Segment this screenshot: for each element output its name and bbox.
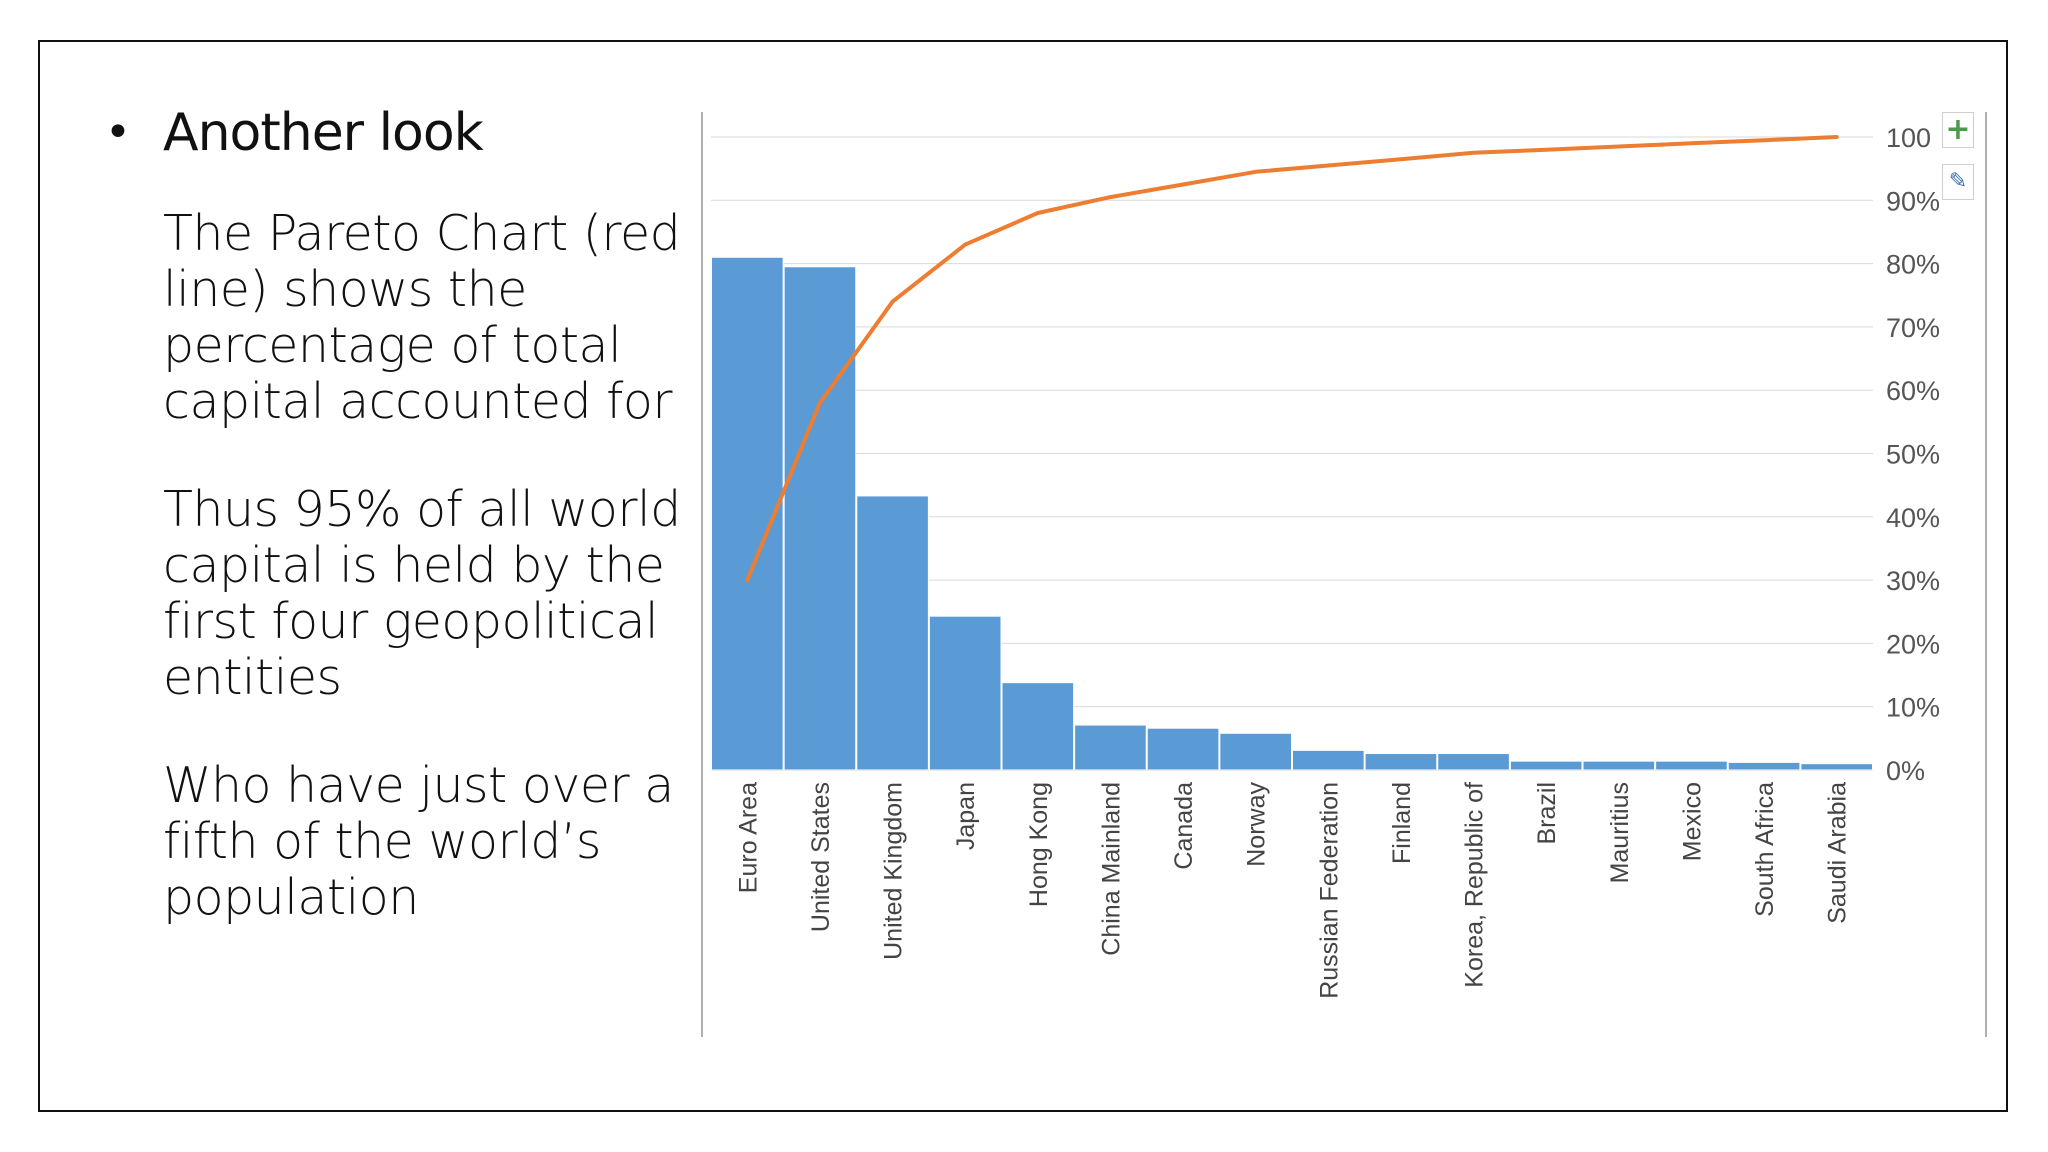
- y-tick-label: 10%: [1886, 693, 1940, 723]
- x-tick-label: Canada: [1170, 782, 1198, 870]
- x-tick-label: Euro Area: [734, 782, 762, 893]
- y-tick-label: 0%: [1886, 756, 1925, 786]
- paragraph-pareto: The Pareto Chart (red line) shows the pe…: [163, 205, 681, 430]
- y-tick-label: 30%: [1886, 566, 1940, 596]
- chart-styles-button[interactable]: ✎: [1942, 164, 1974, 200]
- cumulative-line: [745, 135, 1839, 583]
- x-tick-label: Korea, Republic of: [1461, 782, 1489, 988]
- y-tick-label: 50%: [1886, 440, 1940, 470]
- x-tick-label: United Kingdom: [880, 782, 908, 960]
- bar: [1074, 724, 1147, 771]
- y-tick-label: 40%: [1886, 503, 1940, 533]
- cumulative-line-series: [745, 135, 1839, 583]
- paragraph-capital: Thus 95% of all world capital is held by…: [163, 481, 681, 706]
- bullet-line: • Another look: [105, 103, 484, 163]
- y-tick-label: 70%: [1886, 313, 1940, 343]
- bar: [928, 615, 1002, 771]
- bar: [1800, 763, 1873, 771]
- x-tick-label: South Africa: [1751, 782, 1779, 917]
- x-tick-label: China Mainland: [1097, 782, 1125, 956]
- x-tick-label: Hong Kong: [1025, 782, 1053, 907]
- bar: [1509, 760, 1583, 771]
- bar: [1364, 753, 1438, 771]
- x-tick-label: Norway: [1243, 782, 1271, 867]
- y-tick-label: 20%: [1886, 629, 1940, 659]
- add-chart-element-button[interactable]: +: [1942, 112, 1974, 148]
- y-tick-label: 60%: [1886, 376, 1940, 406]
- paragraph-population: Who have just over a fifth of the world’…: [163, 757, 674, 926]
- bar: [1727, 761, 1801, 771]
- y-tick-label: 90%: [1886, 186, 1940, 216]
- x-tick-label: Mexico: [1678, 782, 1706, 861]
- bar-series: [711, 256, 1873, 771]
- right-axis-ticks: 0% 10% 20% 30% 40% 50% 60% 70% 80% 90% 100: [1886, 123, 1940, 786]
- slide-heading: Another look: [163, 103, 484, 163]
- bar: [711, 256, 784, 771]
- bar: [1146, 727, 1220, 771]
- chart-selection-frame: [701, 112, 1987, 1037]
- bar: [1001, 682, 1075, 771]
- x-tick-label: United States: [807, 782, 835, 932]
- bar: [1292, 749, 1365, 771]
- x-tick-label: Saudi Arabia: [1824, 782, 1852, 924]
- y-tick-label: 100: [1886, 123, 1931, 153]
- bar: [783, 266, 857, 771]
- category-axis-labels: Euro Area United States United Kingdom Japa…: [734, 782, 1851, 999]
- x-tick-label: Finland: [1388, 782, 1416, 864]
- bar: [1219, 732, 1292, 771]
- y-tick-label: 80%: [1886, 250, 1940, 280]
- bullet-dot: •: [105, 107, 131, 158]
- x-tick-label: Russian Federation: [1315, 782, 1343, 999]
- x-tick-label: Brazil: [1533, 782, 1561, 845]
- bar: [1437, 753, 1510, 771]
- bar: [856, 495, 929, 771]
- brush-icon: ✎: [1948, 169, 1968, 194]
- bar: [1655, 760, 1728, 771]
- plus-icon: +: [1945, 112, 1971, 147]
- x-tick-label: Japan: [952, 782, 980, 850]
- x-tick-label: Mauritius: [1606, 782, 1634, 883]
- bar: [1582, 760, 1656, 771]
- slide-frame: [38, 40, 2008, 1112]
